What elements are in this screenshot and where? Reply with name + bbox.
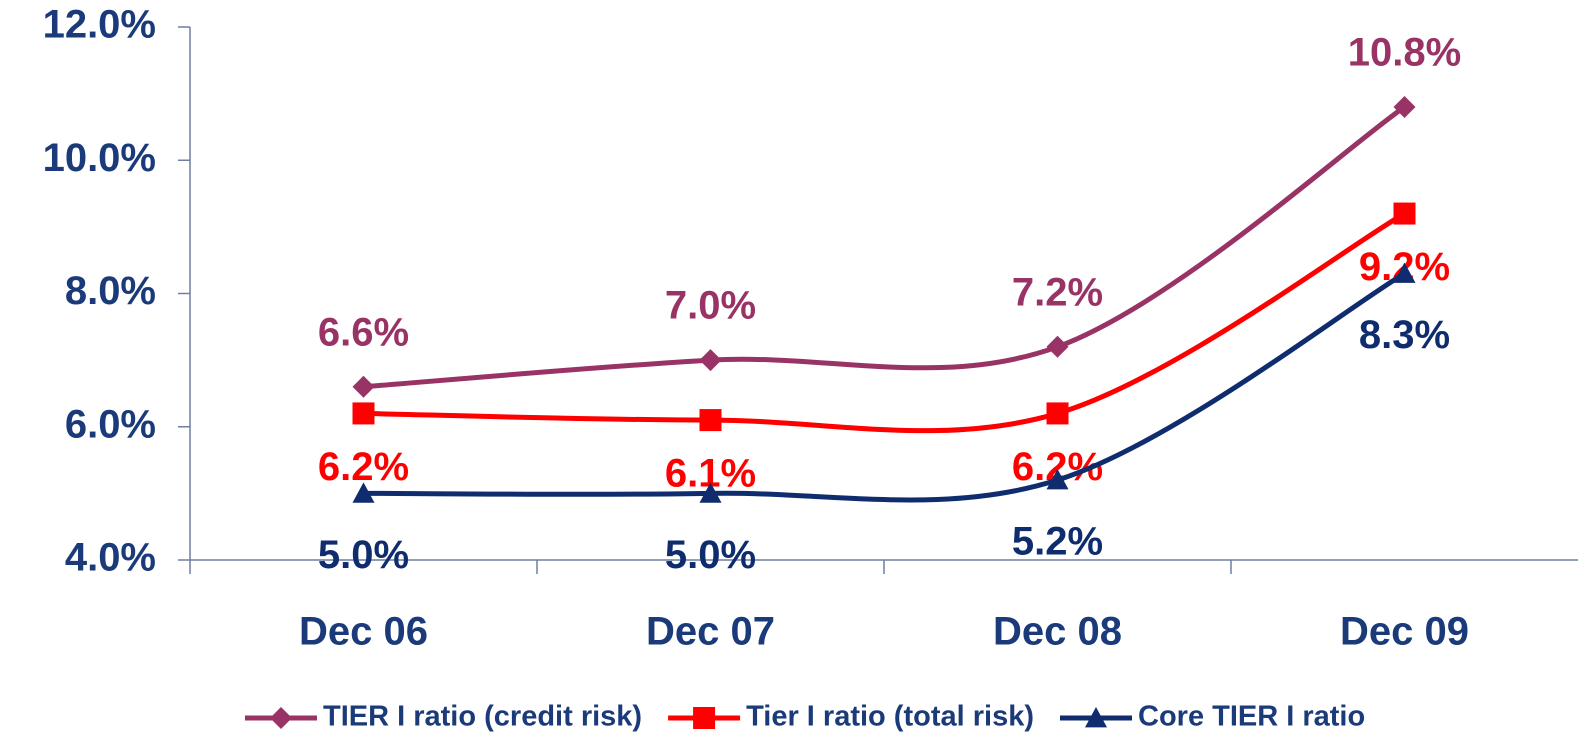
legend-marker bbox=[270, 707, 292, 729]
data-label: 7.0% bbox=[665, 284, 756, 328]
x-tick-label: Dec 09 bbox=[1340, 610, 1469, 654]
marker bbox=[352, 375, 375, 398]
marker bbox=[699, 349, 722, 372]
marker bbox=[699, 409, 722, 432]
data-label: 7.2% bbox=[1012, 270, 1103, 314]
data-label: 5.0% bbox=[665, 533, 756, 577]
legend-label: Core TIER I ratio bbox=[1138, 701, 1365, 733]
y-tick-label: 4.0% bbox=[65, 536, 156, 580]
y-tick-label: 12.0% bbox=[43, 3, 156, 47]
marker bbox=[699, 482, 722, 503]
series: 6.6% 7.0% 7.2% 10.8% bbox=[318, 31, 1461, 398]
marker bbox=[1046, 335, 1069, 358]
data-label: 5.2% bbox=[1012, 520, 1103, 564]
series: 6.2%6.1%6.2%9.2% bbox=[318, 202, 1450, 496]
legend-item: Tier I ratio (total risk) bbox=[668, 701, 1034, 733]
marker bbox=[1046, 469, 1069, 490]
y-tick-label: 8.0% bbox=[65, 269, 156, 313]
legend-label: TIER I ratio (credit risk) bbox=[323, 701, 642, 733]
line bbox=[363, 271, 1406, 503]
legend-item: TIER I ratio (credit risk) bbox=[245, 701, 642, 733]
data-label: 8.3% bbox=[1359, 313, 1450, 357]
line bbox=[363, 104, 1406, 390]
marker bbox=[1393, 95, 1416, 118]
data-label: 6.2% bbox=[318, 445, 409, 489]
legend-marker bbox=[1085, 707, 1107, 728]
marker bbox=[352, 402, 375, 425]
data-label: 5.0% bbox=[318, 533, 409, 577]
x-tick-label: Dec 06 bbox=[299, 610, 428, 654]
y-tick-label: 6.0% bbox=[65, 402, 156, 446]
legend-marker bbox=[693, 707, 716, 729]
marker bbox=[1393, 202, 1416, 225]
x-tick-label: Dec 08 bbox=[993, 610, 1122, 654]
data-label: 10.8% bbox=[1348, 31, 1461, 75]
legend-label: Tier I ratio (total risk) bbox=[746, 701, 1034, 733]
y-tick-label: 10.0% bbox=[43, 136, 156, 180]
marker bbox=[1046, 402, 1069, 425]
marker bbox=[352, 482, 375, 503]
legend-item: Core TIER I ratio bbox=[1060, 701, 1365, 733]
marker bbox=[1393, 262, 1416, 283]
data-label: 6.6% bbox=[318, 310, 409, 354]
x-tick-label: Dec 07 bbox=[646, 610, 775, 654]
series: 5.0% 5.0% 5.2% 8.3% bbox=[318, 262, 1450, 577]
line bbox=[363, 211, 1406, 434]
